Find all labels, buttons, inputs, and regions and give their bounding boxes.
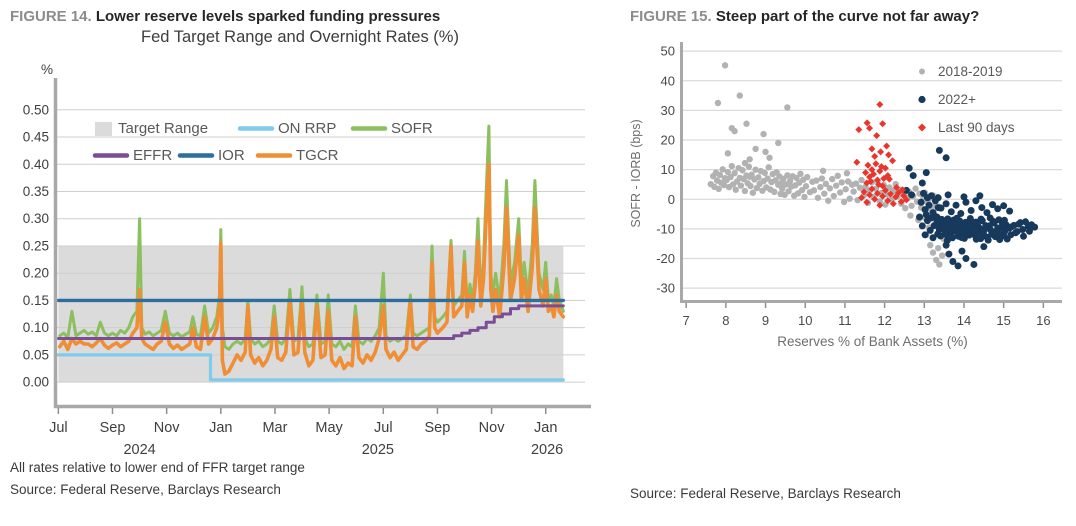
- x-tick-label: Sep: [425, 420, 451, 436]
- legend-label: Target Range: [118, 120, 208, 137]
- x-tick-label: 15: [996, 313, 1010, 328]
- figure14-footnote: All rates relative to lower end of FFR t…: [10, 460, 305, 475]
- legend-marker-icon: [918, 123, 926, 132]
- x-tick-label: Sep: [100, 420, 126, 436]
- y-tick-label: 20: [661, 133, 675, 148]
- x-tick-label: 13: [917, 313, 931, 328]
- x-tick-label: 8: [722, 313, 729, 328]
- y-tick-label: 0.05: [23, 347, 49, 362]
- y-tick-label: 10: [661, 162, 675, 177]
- legend-label: SOFR: [391, 120, 433, 137]
- figure15-label: FIGURE 15.: [630, 8, 712, 25]
- x-tick-label: Nov: [479, 420, 506, 436]
- y-tick-label: 0.50: [23, 102, 49, 117]
- legend-item-2022+: 2022+: [918, 92, 976, 107]
- x-tick-label: 9: [762, 313, 769, 328]
- year-label: 2025: [362, 442, 394, 458]
- y-tick-label: 40: [661, 73, 675, 88]
- figure15-title: Steep part of the curve not far away?: [715, 8, 980, 25]
- legend-label: 2022+: [938, 92, 976, 107]
- y-tick-label: 0.20: [23, 266, 49, 281]
- legend-item-ior: IOR: [177, 147, 245, 164]
- figure14-line-chart: 0.00 0.05 0.10 0.15 0.20 0.25 0.30 0.35 0.40 0.45…: [23, 62, 591, 458]
- legend-label: 2018-2019: [938, 64, 1003, 79]
- x-tick-label: Jul: [49, 420, 68, 436]
- legend-label: Last 90 days: [938, 120, 1015, 135]
- y-tick-label: 0: [668, 192, 675, 207]
- figure14-title: Lower reserve levels sparked funding pre…: [95, 8, 441, 25]
- year-label: 2024: [123, 442, 155, 458]
- y-tick-label: 0.40: [23, 157, 49, 172]
- legend-item-on-rrp: ON RRP: [237, 120, 336, 137]
- figure15-scatter-chart: 50 40 30 20 10 0 -10 -20 -30 7 8 9 10 11 12 13 14 15 16 Res…: [629, 42, 1062, 349]
- figure15-source: Source: Federal Reserve, Barclays Resear…: [630, 486, 901, 501]
- x-tick-label: Jan: [534, 420, 557, 436]
- legend-item-2018-2019: 2018-2019: [919, 64, 1003, 79]
- x-tick-label: 14: [957, 313, 971, 328]
- y-axis-unit: %: [41, 62, 53, 77]
- x-axis-title: Reserves % of Bank Assets (%): [777, 334, 968, 349]
- y-tick-label: 0.15: [23, 293, 49, 308]
- figure14-header: FIGURE 14. Lower reserve levels sparked …: [10, 8, 440, 25]
- y-tick-label: 0.25: [23, 238, 49, 253]
- scatter-series-last-90-days: [853, 100, 910, 209]
- y-tick-label: -10: [656, 221, 675, 236]
- x-tick-label: 11: [838, 313, 852, 328]
- y-tick-label: 0.10: [23, 320, 49, 335]
- figure14-chart-title: Fed Target Range and Overnight Rates (%): [141, 28, 459, 46]
- scatter-series-2022+: [902, 146, 1039, 270]
- scatter-series-2018-2019: [707, 62, 948, 268]
- series-on-rrp: [56, 353, 565, 382]
- figure14-source: Source: Federal Reserve, Barclays Resear…: [10, 482, 281, 497]
- x-tick-label: Jul: [374, 420, 393, 436]
- y-tick-label: 50: [661, 44, 675, 59]
- y-tick-label: -30: [656, 281, 675, 296]
- legend-swatch-icon: [95, 122, 112, 136]
- figure15-header: FIGURE 15. Steep part of the curve not f…: [630, 8, 979, 25]
- year-label: 2026: [531, 442, 563, 458]
- legend-item-target-range: Target Range: [95, 120, 208, 137]
- x-tick-label: 7: [683, 313, 690, 328]
- x-tick-label: Nov: [154, 420, 181, 436]
- y-tick-label: 0.35: [23, 184, 49, 199]
- legend-marker-icon: [918, 95, 926, 104]
- x-tick-label: May: [315, 420, 343, 436]
- series-effr: [56, 304, 565, 340]
- x-tick-label: 10: [798, 313, 812, 328]
- y-tick-label: -20: [656, 251, 675, 266]
- legend-item-tgcr: TGCR: [255, 147, 339, 164]
- legend-marker-icon: [919, 68, 925, 75]
- legend-item-last-90-days: Last 90 days: [918, 120, 1015, 135]
- legend-label: IOR: [218, 147, 245, 164]
- y-tick-label: 0.00: [23, 375, 49, 390]
- y-tick-label: 0.30: [23, 211, 49, 226]
- legend-label: EFFR: [133, 147, 172, 164]
- x-tick-label: 16: [1036, 313, 1050, 328]
- x-tick-label: Mar: [262, 420, 287, 436]
- y-axis-title: SOFR - IORB (bps): [629, 119, 643, 227]
- figure14-label: FIGURE 14.: [10, 8, 92, 25]
- x-tick-label: 12: [877, 313, 891, 328]
- legend-label: TGCR: [296, 147, 339, 164]
- y-tick-label: 30: [661, 103, 675, 118]
- legend-label: ON RRP: [278, 120, 336, 137]
- legend-item-effr: EFFR: [92, 147, 172, 164]
- x-tick-label: Jan: [209, 420, 232, 436]
- y-tick-label: 0.45: [23, 130, 49, 145]
- legend-item-sofr: SOFR: [350, 120, 433, 137]
- series-tgcr: [57, 162, 566, 376]
